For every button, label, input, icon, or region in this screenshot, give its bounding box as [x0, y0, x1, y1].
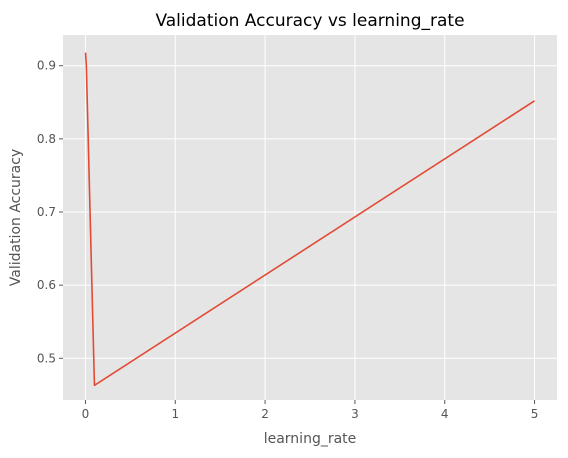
x-tick-label: 1: [171, 407, 179, 421]
x-axis-ticks: 0 1 2 3 4 5: [82, 400, 539, 421]
plot-area: [63, 35, 557, 400]
chart-title: Validation Accuracy vs learning_rate: [155, 11, 464, 31]
y-tick-label: 0.8: [37, 132, 56, 146]
y-axis-ticks: 0.5 0.6 0.7 0.8 0.9: [37, 59, 63, 365]
x-axis-label: learning_rate: [264, 431, 357, 447]
x-tick-label: 4: [441, 407, 449, 421]
y-tick-label: 0.9: [37, 59, 56, 73]
x-tick-label: 5: [531, 407, 539, 421]
x-gridlines: [84, 35, 536, 400]
y-tick-label: 0.7: [37, 205, 56, 219]
series-layer: [84, 52, 535, 387]
y-axis-label: Validation Accuracy: [8, 149, 24, 287]
x-tick-label: 2: [261, 407, 269, 421]
x-tick-label: 3: [351, 407, 359, 421]
x-tick-label: 0: [82, 407, 90, 421]
y-tick-label: 0.6: [37, 278, 56, 292]
y-tick-label: 0.5: [37, 351, 56, 365]
series-line: [84, 52, 535, 387]
